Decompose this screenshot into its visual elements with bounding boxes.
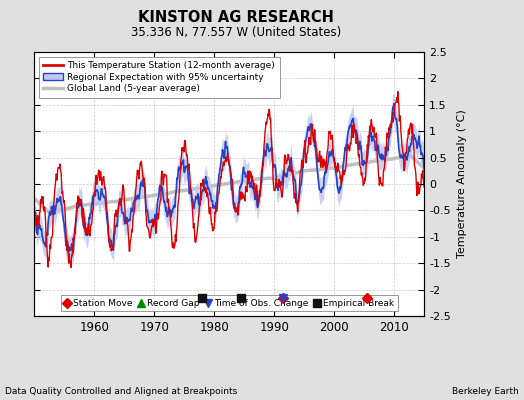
Text: Berkeley Earth: Berkeley Earth — [452, 387, 519, 396]
Y-axis label: Temperature Anomaly (°C): Temperature Anomaly (°C) — [456, 110, 466, 258]
Text: Data Quality Controlled and Aligned at Breakpoints: Data Quality Controlled and Aligned at B… — [5, 387, 237, 396]
Legend: Station Move, Record Gap, Time of Obs. Change, Empirical Break: Station Move, Record Gap, Time of Obs. C… — [61, 295, 398, 312]
Text: KINSTON AG RESEARCH: KINSTON AG RESEARCH — [138, 10, 334, 25]
Text: 35.336 N, 77.557 W (United States): 35.336 N, 77.557 W (United States) — [130, 26, 341, 39]
